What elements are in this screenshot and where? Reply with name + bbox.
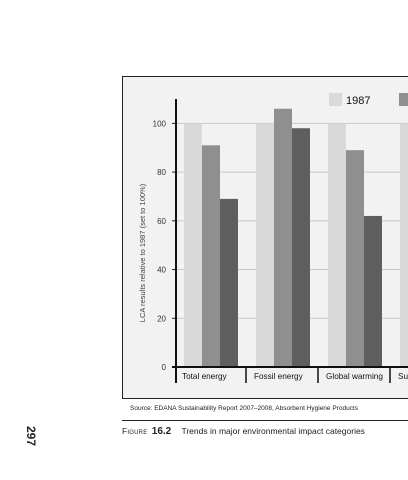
y-tick-label-60: 60 (157, 217, 166, 226)
bar-2-series-2 (364, 215, 382, 367)
y-tick-label-40: 40 (157, 266, 166, 275)
category-label-2: Global warming (326, 372, 383, 381)
figure-number: 16.2 (151, 426, 172, 437)
legend-swatch-0 (329, 93, 342, 106)
figure-label: Figure (122, 426, 148, 436)
legend-label-0: 1987 (346, 95, 370, 107)
figure-caption: Figure 16.2 Trends in major environmenta… (122, 426, 365, 437)
category-label-1: Fossil energy (254, 372, 304, 381)
y-tick-label-80: 80 (157, 168, 166, 177)
bar-0-series-2 (220, 198, 238, 367)
legend-swatch-1 (399, 93, 408, 106)
bar-0-series-1 (202, 145, 220, 367)
figure-caption-text: Trends in major environmental impact cat… (181, 426, 365, 436)
bar-1-series-2 (292, 128, 310, 367)
bar-2-series-1 (346, 150, 364, 367)
bar-3-series-0 (400, 123, 408, 367)
bar-2-series-0 (328, 123, 346, 367)
chart-frame: 0 20 40 60 80 100 Total energy Fossil energy Glo… (122, 76, 408, 399)
page-number: 297 (24, 426, 38, 447)
bar-0-series-0 (184, 123, 202, 367)
y-tick-label-100: 100 (153, 119, 167, 128)
y-tick-label-0: 0 (162, 363, 167, 372)
caption-rule (122, 420, 408, 421)
category-label-0: Total energy (182, 372, 228, 381)
y-axis-label: LCA results relative to 1987 (set to 100… (138, 183, 147, 322)
bar-1-series-1 (274, 108, 292, 367)
bar-1-series-0 (256, 123, 274, 367)
bar-chart: 0 20 40 60 80 100 Total energy Fossil energy Glo… (138, 93, 408, 383)
y-tick-label-20: 20 (157, 314, 166, 323)
category-label-3: Su (398, 372, 408, 381)
source-line: Source: EDANA Sustainability Report 2007… (130, 405, 358, 412)
